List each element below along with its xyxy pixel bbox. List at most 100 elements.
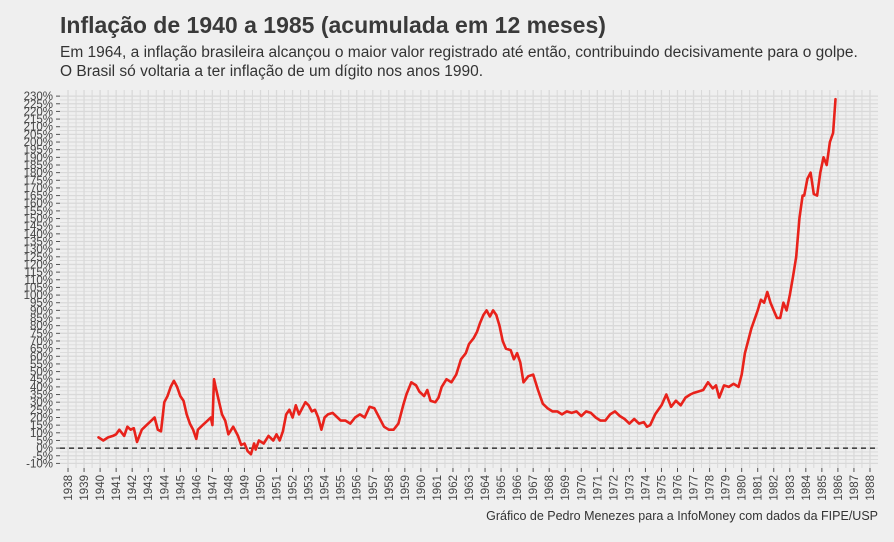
- y-tick-label: 15%: [30, 420, 53, 432]
- x-tick-label-1953: 1953: [304, 475, 316, 501]
- y-tick-label: 40%: [30, 382, 53, 394]
- y-tick-label: 100%: [24, 290, 53, 302]
- x-tick-label-1975: 1975: [656, 475, 668, 501]
- x-tick-label-1973: 1973: [624, 475, 636, 501]
- y-tick-label: 10%: [30, 428, 53, 440]
- x-tick-label-1944: 1944: [159, 474, 171, 500]
- x-tick-label-1963: 1963: [464, 475, 476, 501]
- x-tick-label-1952: 1952: [288, 475, 300, 501]
- y-tick-label: 115%: [24, 267, 53, 279]
- x-tick-label-1954: 1954: [320, 474, 332, 500]
- y-tick-label: 25%: [30, 405, 53, 417]
- y-axis-tick-labels: -10%-5%0%5%10%15%20%25%30%35%40%45%50%55…: [24, 91, 60, 470]
- y-tick-label: 150%: [24, 214, 53, 226]
- y-tick-label: 145%: [24, 221, 53, 233]
- page-title: Inflação de 1940 a 1985 (acumulada em 12…: [60, 12, 606, 38]
- x-tick-label-1984: 1984: [801, 474, 813, 500]
- subtitle-line-2: O Brasil só voltaria a ter inflação de u…: [60, 63, 484, 80]
- x-tick-label-1941: 1941: [111, 475, 123, 501]
- x-tick-label-1968: 1968: [544, 475, 556, 501]
- x-tick-label-1980: 1980: [737, 475, 749, 501]
- x-tick-label-1951: 1951: [272, 475, 284, 501]
- x-tick-label-1942: 1942: [127, 475, 139, 501]
- y-tick-label: 130%: [24, 244, 53, 256]
- y-tick-label: 170%: [24, 183, 53, 195]
- y-tick-label: 85%: [30, 313, 53, 325]
- x-tick-label-1981: 1981: [753, 475, 765, 501]
- y-tick-label: 110%: [24, 275, 53, 287]
- y-tick-label: 160%: [24, 198, 53, 210]
- x-tick-label-1960: 1960: [416, 475, 428, 501]
- series-line-inflacao: [97, 97, 837, 456]
- x-tick-label-1964: 1964: [480, 474, 492, 500]
- x-tick-label-1988: 1988: [865, 475, 877, 501]
- y-tick-label: 140%: [24, 229, 53, 241]
- y-tick-label: 135%: [24, 237, 53, 249]
- y-tick-label: 230%: [24, 91, 53, 103]
- x-tick-label-1982: 1982: [769, 475, 781, 501]
- y-tick-label: 205%: [24, 129, 53, 141]
- y-tick-label: -10%: [26, 458, 53, 470]
- y-tick-label: 180%: [24, 168, 53, 180]
- x-tick-label-1938: 1938: [63, 475, 75, 501]
- y-tick-label: 210%: [24, 122, 53, 134]
- y-tick-label: 185%: [24, 160, 53, 172]
- x-tick-label-1950: 1950: [255, 475, 267, 501]
- y-tick-label: 190%: [24, 152, 53, 164]
- x-tick-label-1955: 1955: [336, 475, 348, 501]
- y-tick-label: 120%: [24, 259, 53, 271]
- x-tick-label-1966: 1966: [512, 475, 524, 501]
- y-tick-label: 215%: [24, 114, 53, 126]
- x-tick-label-1959: 1959: [400, 475, 412, 501]
- grid-major-lines: [60, 90, 878, 468]
- y-tick-label: 195%: [24, 145, 53, 157]
- subtitle-line-1: Em 1964, a inflação brasileira alcançou …: [60, 44, 858, 61]
- source-caption: Gráfico de Pedro Menezes para a InfoMone…: [486, 509, 878, 523]
- y-tick-label: 105%: [24, 282, 53, 294]
- y-tick-label: 125%: [24, 252, 53, 264]
- x-tick-label-1971: 1971: [592, 475, 604, 501]
- y-tick-label: 0%: [36, 443, 53, 455]
- y-tick-label: 200%: [24, 137, 53, 149]
- x-tick-label-1987: 1987: [849, 475, 861, 501]
- y-tick-label: -5%: [33, 451, 53, 463]
- x-tick-label-1956: 1956: [352, 475, 364, 501]
- x-tick-label-1976: 1976: [673, 475, 685, 501]
- x-tick-label-1949: 1949: [239, 475, 251, 501]
- x-axis-tick-labels: 1938 1939 1940 1941 1942 1943 1944 1945 1946 1947…: [63, 468, 877, 501]
- x-tick-label-1986: 1986: [833, 475, 845, 501]
- x-tick-label-1974: 1974: [640, 474, 652, 500]
- x-tick-label-1948: 1948: [223, 475, 235, 501]
- y-tick-label: 30%: [30, 397, 53, 409]
- x-tick-label-1970: 1970: [576, 475, 588, 501]
- x-tick-label-1946: 1946: [191, 475, 203, 501]
- x-tick-label-1961: 1961: [432, 475, 444, 501]
- y-tick-label: 35%: [30, 390, 53, 402]
- x-tick-label-1957: 1957: [368, 475, 380, 501]
- y-tick-label: 20%: [30, 412, 53, 424]
- x-tick-label-1965: 1965: [496, 475, 508, 501]
- y-tick-label: 225%: [24, 99, 53, 111]
- x-tick-label-1977: 1977: [689, 475, 701, 501]
- y-tick-label: 175%: [24, 175, 53, 187]
- y-tick-label: 5%: [36, 435, 53, 447]
- x-tick-label-1985: 1985: [817, 475, 829, 501]
- x-tick-label-1943: 1943: [143, 475, 155, 501]
- y-tick-label: 155%: [24, 206, 53, 218]
- x-tick-label-1978: 1978: [705, 475, 717, 501]
- y-tick-label: 220%: [24, 106, 53, 118]
- x-tick-label-1967: 1967: [528, 475, 540, 501]
- x-tick-label-1945: 1945: [175, 475, 187, 501]
- y-tick-label: 70%: [30, 336, 53, 348]
- x-tick-label-1940: 1940: [95, 475, 107, 501]
- x-tick-label-1969: 1969: [560, 475, 572, 501]
- x-tick-label-1983: 1983: [785, 475, 797, 501]
- y-tick-label: 65%: [30, 344, 53, 356]
- y-tick-label: 75%: [30, 328, 53, 340]
- y-tick-label: 165%: [24, 191, 53, 203]
- y-tick-label: 50%: [30, 367, 53, 379]
- y-tick-label: 80%: [30, 321, 53, 333]
- x-tick-label-1972: 1972: [608, 475, 620, 501]
- series-layer: [97, 97, 837, 456]
